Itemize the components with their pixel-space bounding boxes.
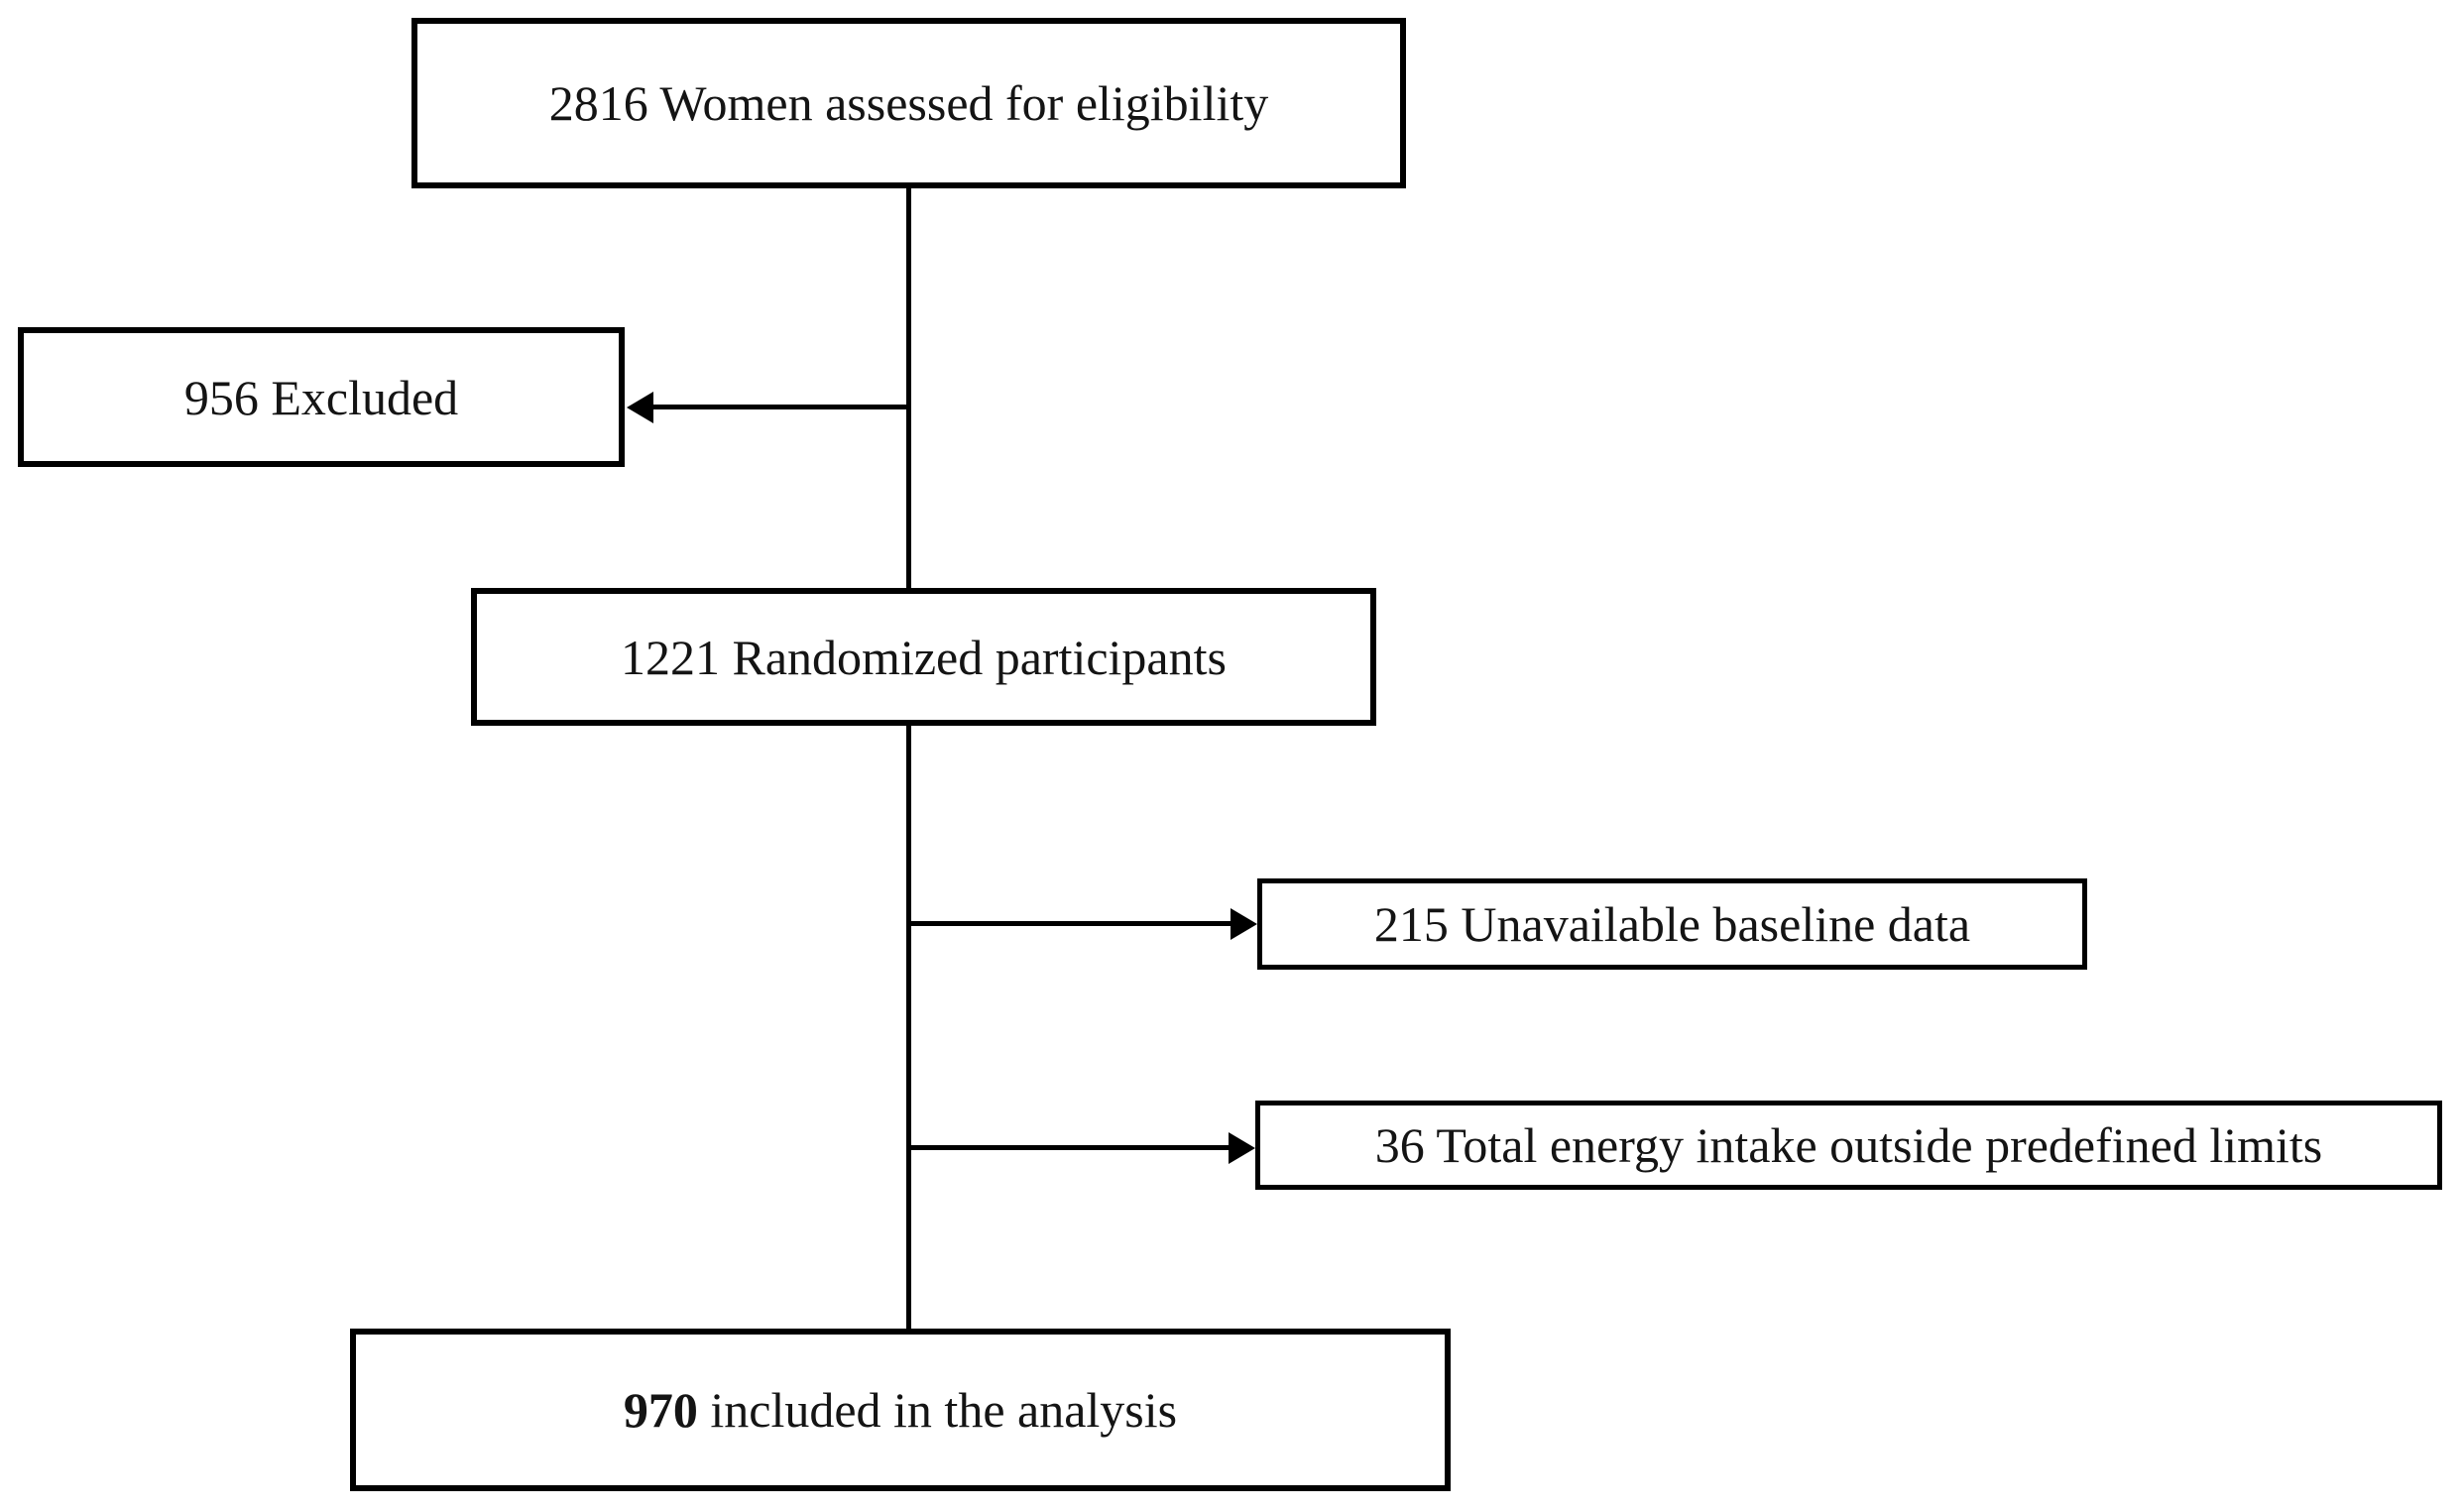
node-included-in-analysis: 970 included in the analysis <box>350 1329 1451 1491</box>
node-excluded: 956 Excluded <box>18 327 625 467</box>
node-analysis-number: 970 <box>623 1382 698 1438</box>
node-randomized-participants: 1221 Randomized participants <box>471 588 1376 726</box>
arrowhead-right-icon <box>1231 908 1257 940</box>
connector-energy-line <box>911 1145 1229 1150</box>
node-excluded-label: 956 Excluded <box>183 369 459 425</box>
node-baseline-label: 215 Unavailable baseline data <box>1373 896 1971 952</box>
arrowhead-right-icon <box>1229 1132 1255 1164</box>
node-analysis-label: 970 included in the analysis <box>624 1380 1177 1440</box>
node-analysis-text: included in the analysis <box>697 1382 1178 1438</box>
node-assessed-for-eligibility: 2816 Women assessed for eligibility <box>411 18 1406 188</box>
connector-excluded-line <box>646 405 907 409</box>
node-energy-label: 36 Total energy intake outside predefine… <box>1374 1117 2323 1173</box>
node-randomized-label: 1221 Randomized participants <box>621 629 1227 685</box>
node-assessed-label: 2816 Women assessed for eligibility <box>548 75 1269 131</box>
node-unavailable-baseline-data: 215 Unavailable baseline data <box>1257 878 2087 970</box>
node-energy-intake-outside-limits: 36 Total energy intake outside predefine… <box>1255 1101 2442 1190</box>
connector-main-vertical-line <box>906 188 911 1329</box>
arrowhead-left-icon <box>627 392 653 423</box>
connector-baseline-line <box>911 921 1231 926</box>
